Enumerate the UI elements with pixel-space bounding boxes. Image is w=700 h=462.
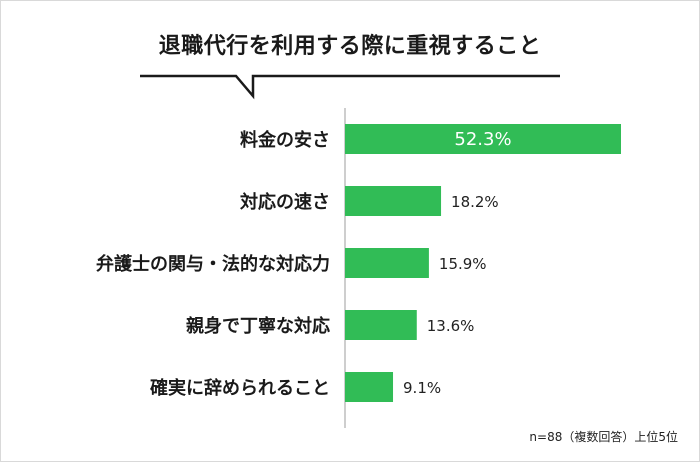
value-label: 15.9% <box>439 255 487 273</box>
value-label: 9.1% <box>403 379 441 397</box>
bar <box>345 372 394 402</box>
value-label: 18.2% <box>451 193 499 211</box>
category-label: 親身で丁寧な対応 <box>186 315 330 337</box>
bar <box>345 248 429 278</box>
chart-title: 退職代行を利用する際に重視すること <box>158 34 542 59</box>
value-label: 52.3% <box>454 129 511 150</box>
category-label: 料金の安さ <box>240 129 330 151</box>
category-label: 対応の速さ <box>239 191 330 213</box>
bar <box>345 124 621 154</box>
category-label: 弁護士の関与・法的な対応力 <box>96 253 330 275</box>
value-label: 13.6% <box>427 317 475 335</box>
bar <box>345 186 442 216</box>
title-callout-line <box>140 74 560 100</box>
category-label: 確実に辞められること <box>150 377 330 399</box>
bar <box>345 310 417 340</box>
sample-note: n=88（複数回答）上位5位 <box>529 430 678 444</box>
